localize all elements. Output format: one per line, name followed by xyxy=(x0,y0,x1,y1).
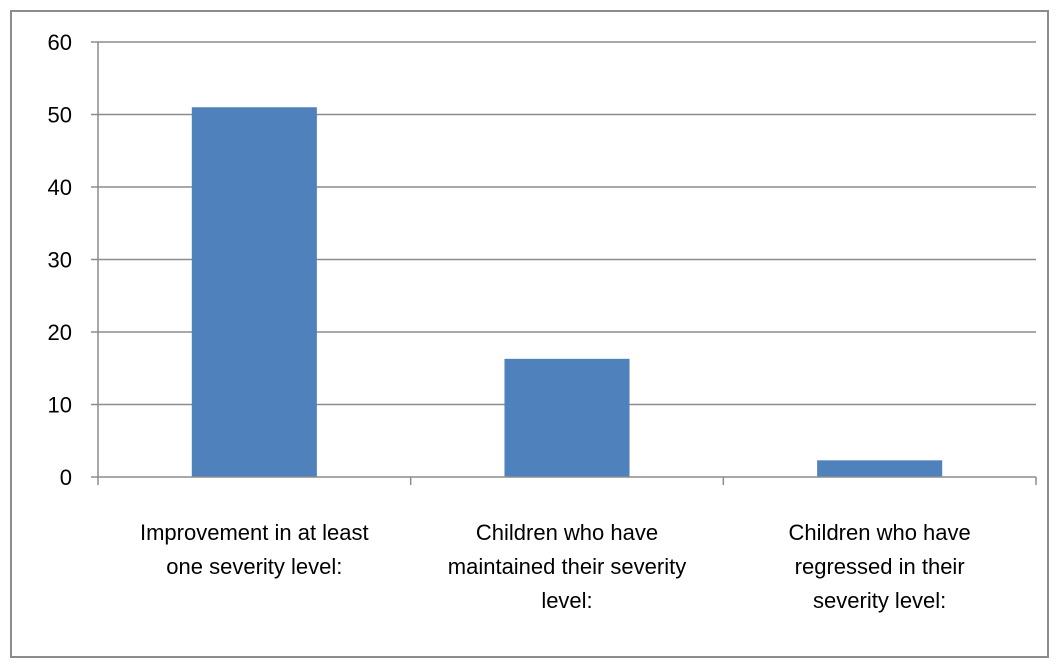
axes xyxy=(91,41,1037,485)
category-labels: Improvement in at least one severity leve… xyxy=(140,520,971,613)
y-tick-label: 10 xyxy=(48,393,72,418)
y-tick-label: 60 xyxy=(48,30,72,55)
bars xyxy=(191,107,943,477)
bar xyxy=(191,107,317,477)
category-label: Improvement in at least one severity leve… xyxy=(140,520,369,579)
y-tick-label: 40 xyxy=(48,175,72,200)
y-tick-label: 20 xyxy=(48,320,72,345)
category-label: Children who have regressed in their sever… xyxy=(789,520,971,613)
category-label: Children who have maintained their severi… xyxy=(448,520,686,613)
y-tick-label: 30 xyxy=(48,248,72,273)
y-tick-labels: 0 10 20 30 40 50 60 xyxy=(48,30,72,490)
y-tick-label: 0 xyxy=(60,465,72,490)
bar xyxy=(504,358,630,477)
chart-frame xyxy=(10,10,1049,658)
y-tick-label: 50 xyxy=(48,103,72,128)
bar xyxy=(817,460,943,477)
